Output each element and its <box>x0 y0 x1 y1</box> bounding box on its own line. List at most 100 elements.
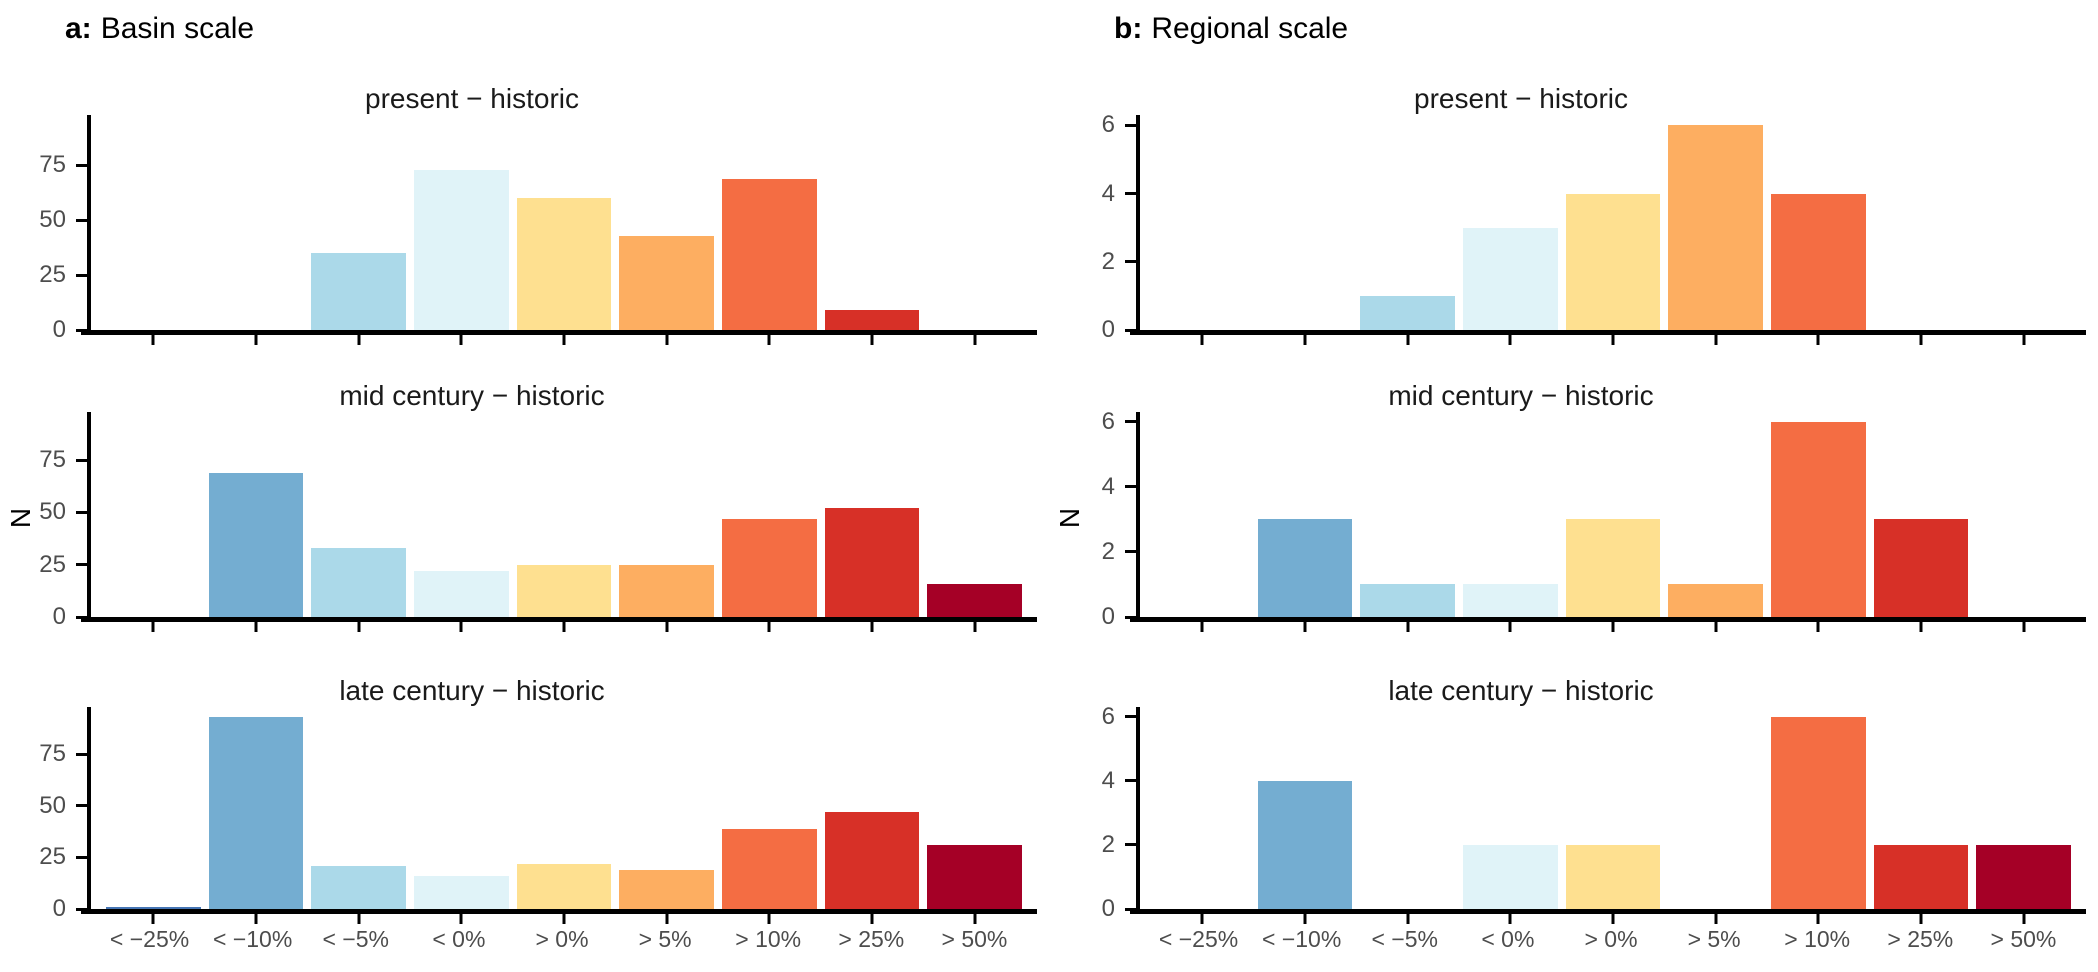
y-tick-label: 4 <box>1101 766 1115 794</box>
category-slot <box>307 412 410 632</box>
x-tick-mark <box>254 914 258 924</box>
category-slot <box>513 707 616 924</box>
x-tick-mark <box>1508 335 1512 345</box>
column-title-b: b: Regional scale <box>1049 0 2098 45</box>
x-tick-mark <box>151 335 155 345</box>
x-tick-mark <box>151 914 155 924</box>
category-slot <box>1870 707 1973 924</box>
x-tick-mark <box>1406 622 1410 632</box>
x-tick-label: < −25% <box>109 926 190 952</box>
x-tick-mark <box>1611 914 1615 924</box>
x-tick-mark <box>1200 335 1204 345</box>
panel-title: mid century − historic <box>1388 380 1654 411</box>
y-tick-mark <box>76 163 87 167</box>
category-slot <box>1664 115 1767 345</box>
category-slot <box>1664 707 1767 924</box>
y-axis: 0 25 50 75 <box>0 115 87 342</box>
x-tick-mark <box>1303 914 1307 924</box>
x-tick-mark <box>767 622 771 632</box>
bar <box>824 310 920 330</box>
bar <box>1463 844 1558 909</box>
y-tick-label: 25 <box>39 261 66 289</box>
bar <box>311 547 406 617</box>
y-tick-label: 0 <box>1101 603 1115 630</box>
x-tick-label: > 25% <box>1887 926 1954 952</box>
x-axis-line <box>1130 330 2086 335</box>
plot-area <box>1130 412 2086 632</box>
y-tick-label: 2 <box>1101 247 1115 275</box>
x-tick-mark <box>1508 914 1512 924</box>
category-slot <box>615 412 718 632</box>
x-axis-tick-labels: < −25% < −10% < −5% < 0% > 0% > 5% > 10% > 25% >… <box>87 926 1037 953</box>
category-slot <box>307 707 410 924</box>
facet-panel: mid century − historic 0 2 4 6 <box>1049 372 2098 632</box>
panel-title: late century − historic <box>1388 675 1654 706</box>
category-slot <box>615 115 718 345</box>
category-slot <box>410 707 513 924</box>
category-slot <box>205 412 308 632</box>
y-tick-mark <box>1125 779 1136 783</box>
panel-title: present − historic <box>1414 83 1628 114</box>
x-tick-mark <box>870 622 874 632</box>
bar <box>824 812 920 909</box>
bar <box>516 863 612 909</box>
category-slot <box>1767 412 1870 632</box>
bar <box>1668 584 1763 617</box>
x-tick-mark <box>357 622 361 632</box>
category-slot <box>1254 412 1357 632</box>
x-tick-mark <box>1406 914 1410 924</box>
y-tick-mark <box>76 273 87 277</box>
column-title-a-text: Basin scale <box>100 12 255 45</box>
category-slot <box>1972 412 2075 632</box>
bar <box>1873 519 1969 617</box>
bar <box>722 828 817 909</box>
bar <box>311 253 406 330</box>
x-tick-mark <box>1919 914 1923 924</box>
x-tick-label: > 10% <box>1784 926 1851 952</box>
bar <box>208 472 304 617</box>
x-tick-mark <box>665 914 669 924</box>
x-tick-mark <box>1611 335 1615 345</box>
category-slot <box>205 115 308 345</box>
y-tick-label: 0 <box>1101 316 1115 343</box>
category-slot <box>1254 707 1357 924</box>
x-tick-mark <box>459 914 463 924</box>
x-tick-label: < −10% <box>213 926 293 952</box>
x-tick-mark <box>2022 914 2026 924</box>
x-tick-label: > 0% <box>535 926 589 952</box>
category-slot <box>1870 412 1973 632</box>
bar <box>1565 519 1661 617</box>
category-slot <box>1254 115 1357 345</box>
x-tick-mark <box>1200 622 1204 632</box>
column-title-a: a: Basin scale <box>0 0 1049 45</box>
plot-area <box>81 412 1037 632</box>
x-axis-line <box>81 909 1037 914</box>
y-axis: 0 25 50 75 <box>0 412 87 629</box>
y-tick-mark <box>76 563 87 567</box>
y-axis: 0 2 4 6 <box>1049 704 1136 921</box>
column-title-a-tag: a: <box>65 12 92 45</box>
category-slot <box>1151 707 1254 924</box>
y-tick-label: 50 <box>39 498 66 526</box>
bar <box>619 235 714 330</box>
x-tick-mark <box>2022 335 2026 345</box>
bar <box>722 518 817 617</box>
x-axis-line <box>1130 909 2086 914</box>
x-tick-mark <box>1816 914 1820 924</box>
category-slot <box>513 115 616 345</box>
x-tick-mark <box>254 335 258 345</box>
y-tick-mark <box>1125 260 1136 264</box>
x-tick-mark <box>1303 335 1307 345</box>
facet-panel: late century − historic 0 2 4 6 <box>1049 667 2098 924</box>
category-slot <box>615 707 718 924</box>
y-tick-label: 4 <box>1101 179 1115 207</box>
bar <box>1257 519 1353 617</box>
bar <box>1771 421 1866 617</box>
category-slot <box>1459 412 1562 632</box>
y-tick-label: 25 <box>39 550 66 578</box>
y-axis: 0 2 4 6 <box>1049 113 1136 342</box>
y-tick-mark <box>76 804 87 808</box>
category-slot <box>102 412 205 632</box>
x-tick-mark <box>767 335 771 345</box>
